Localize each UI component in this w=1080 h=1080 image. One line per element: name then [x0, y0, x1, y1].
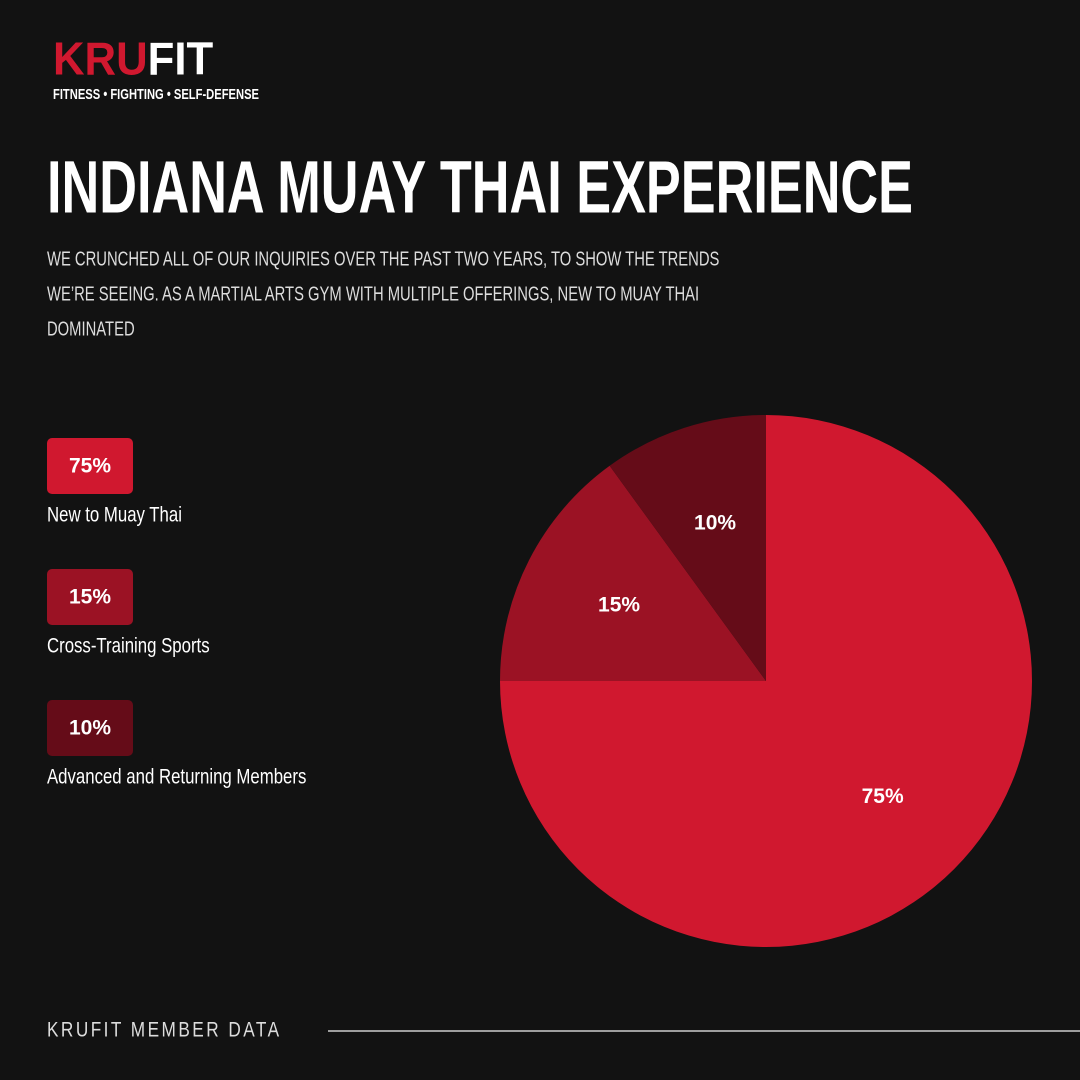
legend: 75% New to Muay Thai 15% Cross-Training Spo… [47, 438, 306, 789]
slice-label: 75% [862, 785, 904, 808]
legend-badge [47, 569, 133, 625]
subtitle-line: DOMINATED [47, 317, 135, 340]
chart-title: INDIANA MUAY THAI EXPERIENCE [47, 146, 913, 229]
logo: KRUFIT [53, 32, 213, 84]
legend-value: 10% [69, 717, 111, 740]
tagline: FITNESS • FIGHTING • SELF-DEFENSE [53, 86, 259, 103]
logo-part: KRU [53, 32, 148, 84]
slice-label: 15% [598, 594, 640, 617]
legend-badge [47, 700, 133, 756]
logo-part: FIT [148, 32, 214, 84]
footer: KRUFIT MEMBER DATA [47, 1019, 282, 1042]
pie: 75% 15% 10% [500, 415, 1032, 947]
slice-label: 10% [694, 512, 736, 535]
legend-badge [47, 438, 133, 494]
legend-label: New to Muay Thai [47, 504, 182, 527]
subtitle-line: WE CRUNCHED ALL OF OUR INQUIRIES OVER TH… [47, 247, 719, 270]
legend-value: 15% [69, 586, 111, 609]
pie-slice [500, 465, 766, 681]
legend-value: 75% [69, 455, 111, 478]
legend-label: Cross-Training Sports [47, 635, 210, 658]
pie-slice [609, 415, 766, 681]
subtitle-line: WE’RE SEEING. AS A MARTIAL ARTS GYM WITH… [47, 282, 699, 305]
legend-label: Advanced and Returning Members [47, 766, 306, 789]
subtitle: WE CRUNCHED ALL OF OUR INQUIRIES OVER TH… [47, 247, 719, 340]
